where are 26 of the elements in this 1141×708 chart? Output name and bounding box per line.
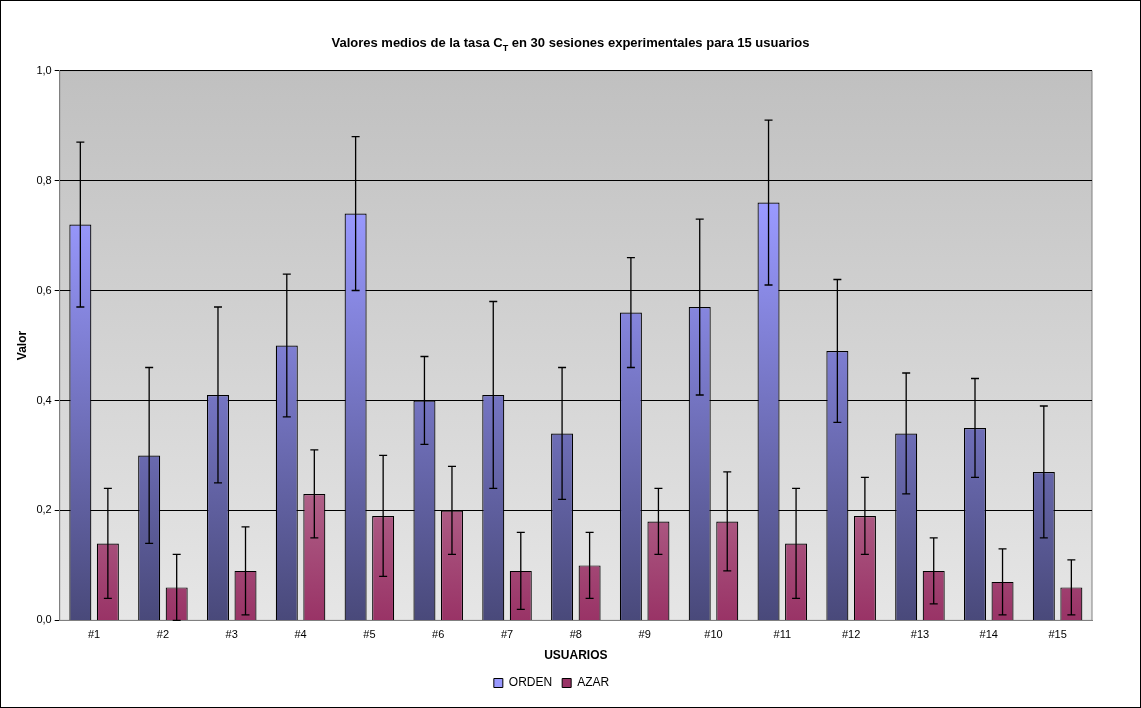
legend-label: AZAR <box>577 675 610 690</box>
y-tick-label: 0,6 <box>36 283 52 296</box>
x-tick-label: #3 <box>225 628 238 641</box>
x-tick-label: #7 <box>500 628 514 641</box>
y-tick-label: 0,4 <box>36 393 52 406</box>
x-tick-label: #15 <box>1048 628 1067 641</box>
x-tick-label: #14 <box>979 628 998 641</box>
y-tick-label: 1,0 <box>36 63 52 76</box>
x-tick-label: #8 <box>569 628 582 641</box>
x-axis-title: USUARIOS <box>544 648 608 663</box>
y-tick-label: 0,2 <box>36 503 52 516</box>
x-tick-label: #10 <box>704 628 723 641</box>
x-tick-label: #13 <box>910 628 930 641</box>
x-tick-label: #4 <box>294 628 307 641</box>
y-tick-label: 0,8 <box>36 173 52 186</box>
x-tick-label: #9 <box>638 628 651 641</box>
x-tick-label: #1 <box>87 628 101 641</box>
legend-label: ORDEN <box>508 675 553 690</box>
x-tick-label: #11 <box>773 628 792 641</box>
x-tick-label: #5 <box>363 628 376 641</box>
x-tick-label: #2 <box>156 628 170 641</box>
chart-title: Valores medios de la tasa C$_{T}$ en 30 sesiones experimentales para 15 usuarios <box>330 35 811 53</box>
y-tick-label: 0,0 <box>36 613 52 626</box>
x-tick-label: #12 <box>841 628 861 641</box>
x-tick-label: #6 <box>432 628 445 641</box>
y-axis-title: Valor <box>14 330 29 361</box>
